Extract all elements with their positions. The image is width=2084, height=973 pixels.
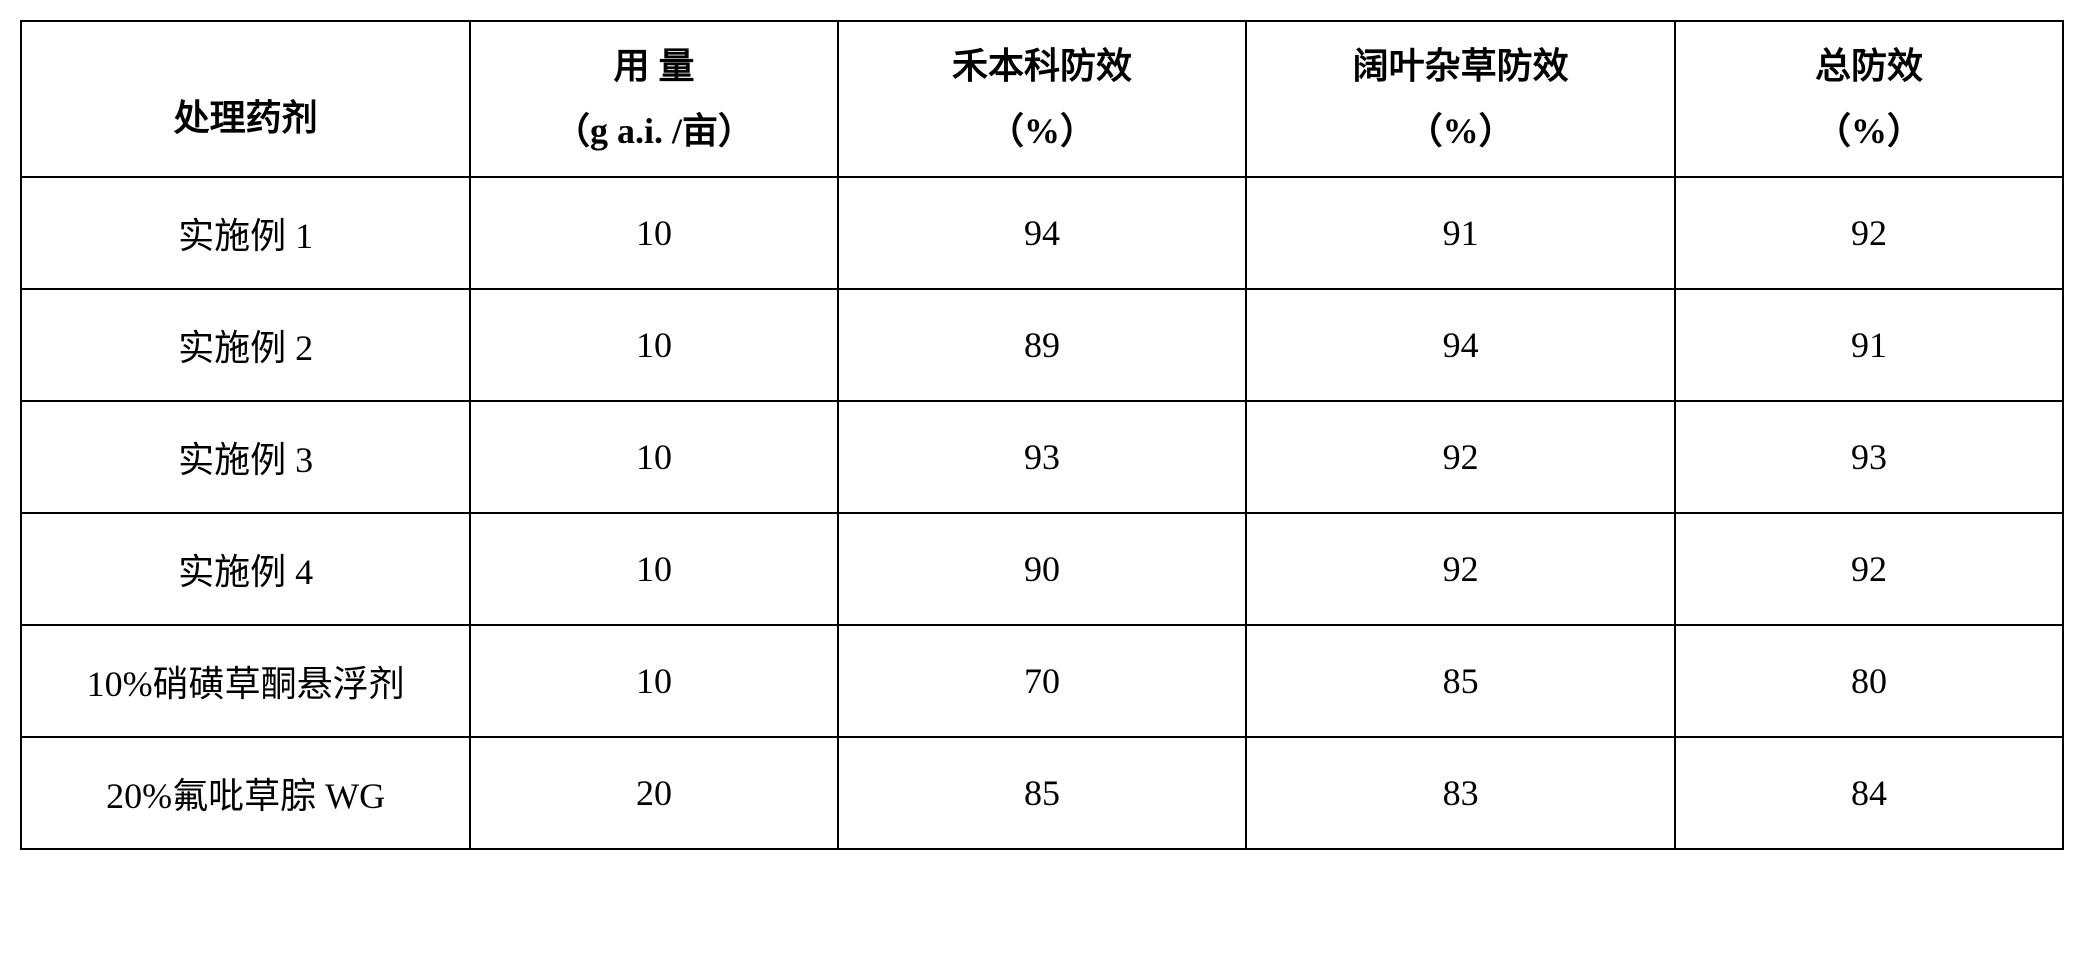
header-dose-label: 用 量 (471, 34, 837, 99)
cell-label: 实施例 4 (21, 513, 470, 625)
header-treatment-label: 处理药剂 (22, 86, 469, 151)
cell-total: 93 (1675, 401, 2063, 513)
cell-dose: 20 (470, 737, 838, 849)
header-grass-label: 禾本科防效 (839, 34, 1245, 99)
cell-label: 实施例 3 (21, 401, 470, 513)
table-header-row: 处理药剂 用 量 （g a.i. /亩） 禾本科防效 （%） 阔叶杂草防效 （%… (21, 21, 2063, 177)
cell-total: 92 (1675, 177, 2063, 289)
table-row: 实施例 2 10 89 94 91 (21, 289, 2063, 401)
header-total-unit: （%） (1676, 99, 2062, 164)
header-dose: 用 量 （g a.i. /亩） (470, 21, 838, 177)
header-broadleaf: 阔叶杂草防效 （%） (1246, 21, 1675, 177)
cell-total: 84 (1675, 737, 2063, 849)
cell-total: 92 (1675, 513, 2063, 625)
header-grass-unit: （%） (839, 99, 1245, 164)
header-total: 总防效 （%） (1675, 21, 2063, 177)
header-dose-unit: （g a.i. /亩） (471, 99, 837, 164)
cell-label: 实施例 2 (21, 289, 470, 401)
cell-dose: 10 (470, 177, 838, 289)
table-row: 实施例 4 10 90 92 92 (21, 513, 2063, 625)
cell-dose: 10 (470, 625, 838, 737)
table-row: 10%硝磺草酮悬浮剂 10 70 85 80 (21, 625, 2063, 737)
cell-label: 20%氟吡草腙 WG (21, 737, 470, 849)
cell-dose: 10 (470, 401, 838, 513)
header-grass: 禾本科防效 （%） (838, 21, 1246, 177)
table-row: 20%氟吡草腙 WG 20 85 83 84 (21, 737, 2063, 849)
cell-grass: 94 (838, 177, 1246, 289)
cell-broadleaf: 85 (1246, 625, 1675, 737)
cell-grass: 93 (838, 401, 1246, 513)
table-body: 实施例 1 10 94 91 92 实施例 2 10 89 94 91 实施例 … (21, 177, 2063, 849)
cell-broadleaf: 92 (1246, 401, 1675, 513)
header-total-label: 总防效 (1676, 34, 2062, 99)
cell-grass: 89 (838, 289, 1246, 401)
cell-broadleaf: 83 (1246, 737, 1675, 849)
header-broadleaf-label: 阔叶杂草防效 (1247, 34, 1674, 99)
cell-total: 80 (1675, 625, 2063, 737)
cell-dose: 10 (470, 513, 838, 625)
cell-grass: 70 (838, 625, 1246, 737)
cell-label: 10%硝磺草酮悬浮剂 (21, 625, 470, 737)
cell-dose: 10 (470, 289, 838, 401)
header-broadleaf-unit: （%） (1247, 99, 1674, 164)
cell-broadleaf: 94 (1246, 289, 1675, 401)
table-row: 实施例 1 10 94 91 92 (21, 177, 2063, 289)
cell-broadleaf: 91 (1246, 177, 1675, 289)
cell-grass: 90 (838, 513, 1246, 625)
efficacy-table: 处理药剂 用 量 （g a.i. /亩） 禾本科防效 （%） 阔叶杂草防效 （%… (20, 20, 2064, 850)
table-row: 实施例 3 10 93 92 93 (21, 401, 2063, 513)
header-treatment: 处理药剂 (21, 21, 470, 177)
cell-label: 实施例 1 (21, 177, 470, 289)
cell-broadleaf: 92 (1246, 513, 1675, 625)
cell-grass: 85 (838, 737, 1246, 849)
cell-total: 91 (1675, 289, 2063, 401)
